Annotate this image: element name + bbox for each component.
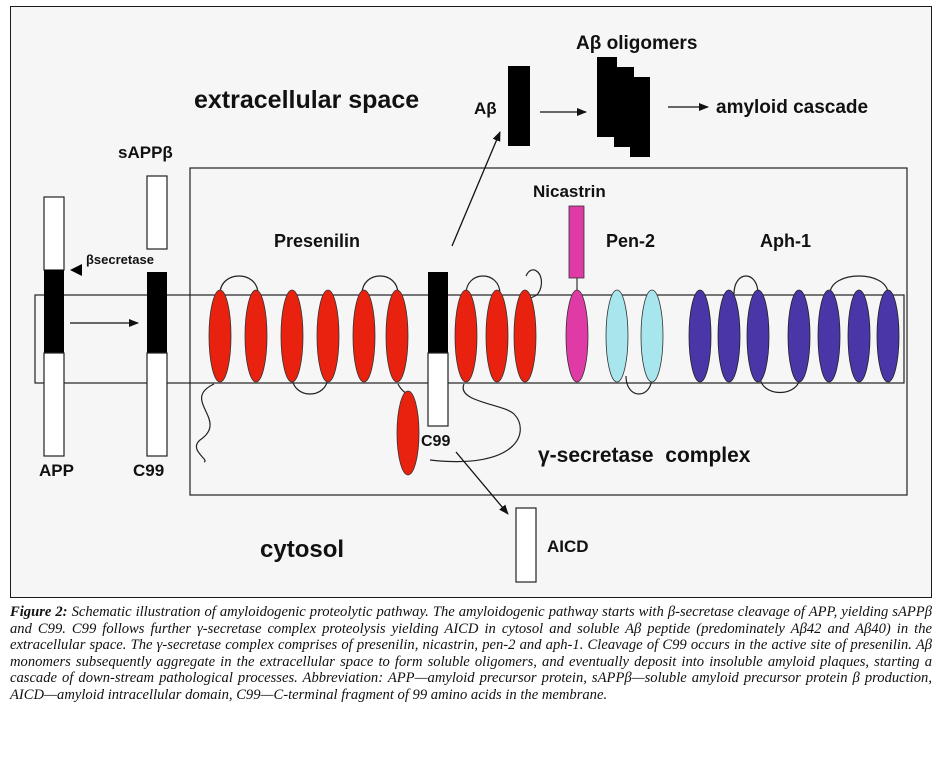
presenilin-helix-7 [454,289,478,383]
label-bsecretase: βsecretase [86,252,154,267]
presenilin-helix-6 [385,289,409,383]
bsecretase-cleavage-marker [70,264,82,276]
pen2-helix-2 [640,289,664,383]
label-pen2: Pen-2 [606,231,655,251]
presenilin-helix-3 [280,289,304,383]
sappb-fragment [146,175,168,250]
figure-caption: Figure 2: Schematic illustration of amyl… [10,604,932,703]
presenilin-helix-9 [513,289,537,383]
gamma-secretase-complex-box [189,167,908,496]
caption-title: Figure 2: [10,604,68,620]
aph1-helix-7 [876,289,900,383]
label-nicastrin: Nicastrin [533,182,606,201]
label-abeta: Aβ [474,99,497,118]
label-extracellular-space: extracellular space [194,86,419,114]
label-gamma-secretase-complex: γ-secretase complex [538,444,751,467]
oligomer-block-2 [614,67,634,147]
aph1-helix-1 [688,289,712,383]
app-intracellular-segment [43,352,65,457]
aph1-helix-5 [817,289,841,383]
aph1-helix-2 [717,289,741,383]
oligomer-block-1 [597,57,617,137]
presenilin-helix-2 [244,289,268,383]
nicastrin-ectodomain [568,205,585,279]
label-app: APP [39,461,74,480]
presenilin-helix-cytosolic [396,390,420,476]
presenilin-helices [208,289,537,476]
presenilin-helix-1 [208,289,232,383]
caption-text: Schematic illustration of amyloidogenic … [10,604,932,703]
label-c99-center: C99 [421,433,450,450]
aph1-helix-3 [746,289,770,383]
c99-center-intracellular-segment [427,352,449,427]
app-abeta-segment [44,270,64,353]
aph1-helix-4 [787,289,811,383]
label-presenilin: Presenilin [274,231,360,251]
c99-center-abeta-segment [428,272,448,353]
presenilin-helix-8 [485,289,509,383]
label-sappb: sAPPβ [118,143,173,162]
label-aicd: AICD [547,537,589,556]
pathway-diagram: extracellular space cytosol Aβ Aβ oligom… [34,33,908,583]
c99-to-abeta-arrow [451,131,501,247]
c99-abeta-segment [147,272,167,353]
abeta-monomer [508,66,530,146]
c99-intracellular-segment [146,352,168,457]
label-cytosol: cytosol [260,536,344,563]
app-extracellular-segment [43,196,65,271]
presenilin-helix-4 [316,289,340,383]
aph1-helix-6 [847,289,871,383]
pen2-helix-1 [605,289,629,383]
presenilin-helix-5 [352,289,376,383]
nicastrin-helix [565,289,589,383]
label-c99-left: C99 [133,461,164,480]
oligomer-block-3 [630,77,650,157]
aicd-fragment [515,507,537,583]
c99-to-aicd-arrow [455,451,509,515]
label-aph1: Aph-1 [760,231,811,251]
label-amyloid-cascade: amyloid cascade [716,97,868,118]
aph1-helices [688,289,900,383]
label-abeta-oligomers: Aβ oligomers [576,33,697,54]
